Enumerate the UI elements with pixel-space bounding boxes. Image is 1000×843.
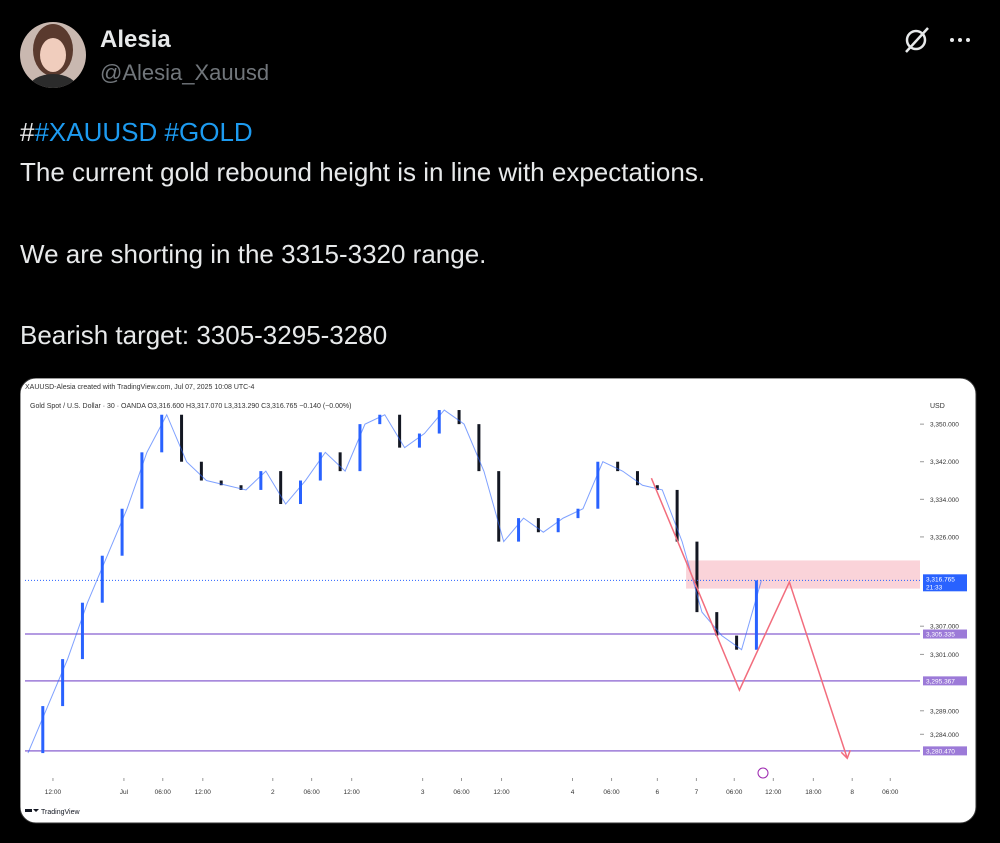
card bbox=[20, 378, 977, 824]
x-tick-label: Jul bbox=[120, 789, 129, 796]
prefix: # bbox=[20, 117, 35, 147]
countdown: 21:33 bbox=[926, 584, 943, 591]
x-tick-label: 06:00 bbox=[303, 789, 320, 796]
x-tick-label: 12:00 bbox=[765, 789, 782, 796]
author-handle[interactable]: @Alesia_Xauusd bbox=[100, 60, 270, 85]
x-tick-label: 06:00 bbox=[603, 789, 620, 796]
hashtag[interactable]: #XAUUSD bbox=[34, 117, 158, 147]
chart-title: XAUUSD-Alesia created with TradingView.c… bbox=[25, 384, 255, 391]
x-tick-label: 06:00 bbox=[726, 789, 743, 796]
level-tag bbox=[923, 676, 967, 686]
currency: USD bbox=[930, 403, 945, 410]
tweet-text: Bearish target: 3305-3295-3280 bbox=[20, 320, 388, 350]
price-tag bbox=[923, 574, 967, 592]
arrow-head bbox=[840, 749, 851, 760]
tweet-text: We are shorting in the 3315-3320 range. bbox=[20, 239, 487, 269]
level-label: 3,280.470 bbox=[926, 748, 955, 755]
x-tick-label: 12:00 bbox=[344, 789, 361, 796]
hashtag[interactable]: #GOLD bbox=[164, 117, 253, 147]
sell-zone bbox=[686, 560, 920, 589]
level-label: 3,295.367 bbox=[926, 678, 955, 685]
chart-subtitle: Gold Spot / U.S. Dollar · 30 · OANDA O3,… bbox=[30, 403, 351, 410]
level-tag bbox=[923, 629, 967, 639]
tv-logo bbox=[25, 809, 39, 812]
grok-icon[interactable] bbox=[905, 27, 929, 53]
current-price-label: 3,316.765 bbox=[926, 576, 955, 583]
x-tick-label: 12:00 bbox=[493, 789, 510, 796]
x-tick-label: 3 bbox=[421, 789, 425, 796]
x-tick-label: 8 bbox=[850, 789, 854, 796]
x-tick-label: 7 bbox=[695, 789, 699, 796]
y-tick-label: 3,326.000 bbox=[930, 534, 959, 541]
x-tick-label: 2 bbox=[271, 789, 275, 796]
y-tick-label: 3,342.000 bbox=[930, 459, 959, 466]
y-tick-label: 3,350.000 bbox=[930, 422, 959, 429]
x-tick-label: 6 bbox=[656, 789, 660, 796]
x-tick-label: 06:00 bbox=[453, 789, 470, 796]
y-tick-label: 3,301.000 bbox=[930, 652, 959, 659]
event-icon bbox=[757, 767, 769, 779]
chart-image[interactable]: XAUUSD-Alesia created with TradingView.c… bbox=[20, 378, 978, 825]
y-tick-label: 3,334.000 bbox=[930, 497, 959, 504]
x-tick-label: 12:00 bbox=[45, 789, 62, 796]
hashtag-line: ##XAUUSD #GOLD bbox=[20, 117, 253, 148]
author-name[interactable]: Alesia bbox=[100, 26, 171, 53]
price-line bbox=[27, 409, 762, 754]
y-tick-label: 3,289.000 bbox=[930, 708, 959, 715]
x-tick-label: 06:00 bbox=[155, 789, 172, 796]
level-label: 3,305.335 bbox=[926, 632, 955, 639]
header-graphics bbox=[20, 22, 970, 100]
y-tick-label: 3,284.000 bbox=[930, 732, 959, 739]
x-tick-label: 4 bbox=[571, 789, 575, 796]
y-tick-label: 3,307.000 bbox=[930, 624, 959, 631]
x-tick-label: 18:00 bbox=[805, 789, 822, 796]
more-icon[interactable] bbox=[950, 38, 970, 42]
x-tick-label: 12:00 bbox=[195, 789, 212, 796]
level-tag bbox=[923, 746, 967, 756]
tweet-text: The current gold rebound height is in li… bbox=[20, 157, 706, 187]
avatar[interactable] bbox=[20, 22, 86, 100]
brand: TradingView bbox=[41, 809, 80, 816]
x-tick-label: 06:00 bbox=[882, 789, 899, 796]
projection-path bbox=[650, 477, 848, 759]
